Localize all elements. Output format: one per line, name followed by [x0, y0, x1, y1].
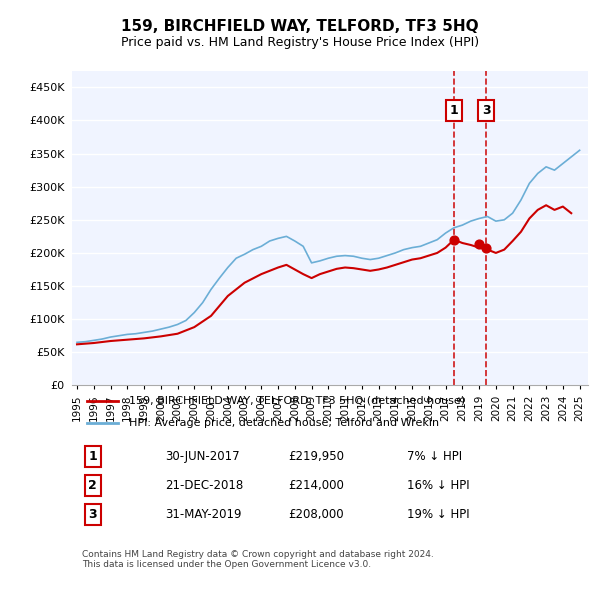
Point: [481, 243, 491, 253]
Text: Contains HM Land Registry data © Crown copyright and database right 2024.
This d: Contains HM Land Registry data © Crown c…: [82, 550, 434, 569]
Text: £208,000: £208,000: [289, 508, 344, 521]
Text: 1: 1: [88, 450, 97, 463]
Text: HPI: Average price, detached house, Telford and Wrekin: HPI: Average price, detached house, Telf…: [129, 418, 439, 428]
Text: 3: 3: [88, 508, 97, 521]
Text: 159, BIRCHFIELD WAY, TELFORD, TF3 5HQ (detached house): 159, BIRCHFIELD WAY, TELFORD, TF3 5HQ (d…: [129, 396, 465, 405]
Text: 1: 1: [449, 104, 458, 117]
Text: 7% ↓ HPI: 7% ↓ HPI: [407, 450, 463, 463]
Text: 21-DEC-2018: 21-DEC-2018: [165, 479, 243, 492]
Text: 31-MAY-2019: 31-MAY-2019: [165, 508, 241, 521]
Text: Price paid vs. HM Land Registry's House Price Index (HPI): Price paid vs. HM Land Registry's House …: [121, 36, 479, 49]
Text: 2: 2: [88, 479, 97, 492]
Text: 30-JUN-2017: 30-JUN-2017: [165, 450, 239, 463]
Text: 159, BIRCHFIELD WAY, TELFORD, TF3 5HQ: 159, BIRCHFIELD WAY, TELFORD, TF3 5HQ: [121, 19, 479, 34]
Text: 16% ↓ HPI: 16% ↓ HPI: [407, 479, 470, 492]
Text: £214,000: £214,000: [289, 479, 344, 492]
Text: 3: 3: [482, 104, 490, 117]
Text: 19% ↓ HPI: 19% ↓ HPI: [407, 508, 470, 521]
Point: [474, 239, 484, 248]
Text: £219,950: £219,950: [289, 450, 345, 463]
Point: [449, 235, 459, 244]
